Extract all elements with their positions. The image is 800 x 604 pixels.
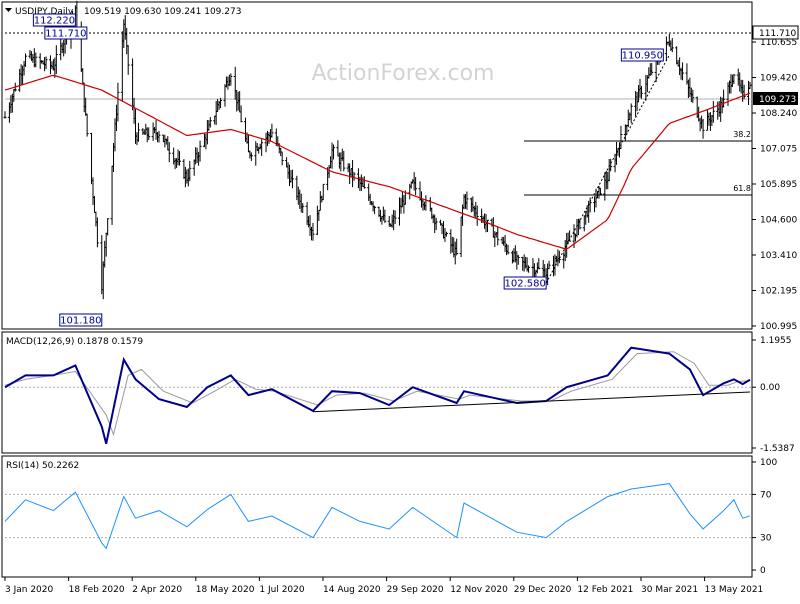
price-y-tick-label: 102.195	[760, 287, 797, 297]
x-axis-label: 2 Apr 2020	[132, 585, 182, 595]
macd-panel-frame	[1, 331, 753, 454]
resistance-label-box	[752, 25, 799, 40]
resistance-label: 111.710	[759, 29, 796, 39]
x-axis-label: 12 Nov 2020	[450, 585, 508, 595]
rally-trend-line	[545, 54, 670, 284]
price-y-tick-label: 108.240	[760, 109, 797, 119]
macd-main-line	[4, 346, 751, 444]
x-axis-label: 18 May 2020	[196, 585, 255, 595]
rsi-layer	[4, 483, 751, 550]
x-axis-label: 12 Feb 2021	[577, 585, 633, 595]
macd-y-tick-label: -1.5387	[760, 444, 795, 454]
rsi-line	[4, 483, 751, 550]
price-annotation-box	[44, 26, 88, 40]
price-y-tick-label: 109.420	[760, 74, 797, 84]
fib-label: 38.2	[733, 130, 751, 139]
price-annotation-label: 111.710	[45, 29, 86, 40]
macd-y-tick-label: 0.00	[760, 383, 780, 393]
x-axis-label: 3 Jan 2020	[5, 585, 53, 595]
rsi-title: RSI(14) 50.2262	[6, 461, 79, 471]
rsi-y-tick-label: 100	[760, 458, 777, 468]
macd-trend-line	[312, 391, 751, 413]
ohlc-readout: 109.519 109.630 109.241 109.273	[84, 7, 241, 17]
price-annotation-label: 112.220	[34, 16, 75, 27]
price-annotation-label: 102.580	[504, 279, 545, 290]
x-axis-label: 29 Dec 2020	[514, 585, 572, 595]
price-y-tick-label: 103.410	[760, 251, 797, 261]
current-price-label: 109.273	[759, 95, 796, 105]
price-annotation-box	[59, 313, 103, 327]
price-annotation-box	[620, 48, 664, 62]
price-y-tick-label: 104.600	[760, 216, 797, 226]
symbol-menu-icon[interactable]	[5, 8, 12, 12]
macd-y-tick-label: 1.1955	[760, 336, 792, 346]
x-axis-label: 14 Aug 2020	[323, 585, 381, 595]
price-y-tick-label: 107.075	[760, 145, 797, 155]
rsi-y-tick-label: 0	[760, 566, 766, 576]
x-axis-label: 29 Sep 2020	[387, 585, 444, 595]
price-annotation-label: 101.180	[60, 316, 101, 327]
price-y-tick-label: 105.895	[760, 180, 797, 190]
moving-average-line	[4, 75, 751, 250]
price-y-tick-label: 110.655	[760, 38, 797, 48]
rsi-panel-frame	[1, 455, 753, 578]
price-annotation-box	[32, 13, 76, 27]
x-axis-label: 1 Jul 2020	[259, 585, 304, 595]
rsi-y-tick-label: 70	[760, 490, 772, 500]
price-panel-frame	[1, 1, 753, 330]
macd-layer	[4, 346, 751, 444]
macd-title: MACD(12,26,9) 0.1878 0.1579	[6, 337, 143, 347]
current-price-box	[753, 92, 798, 105]
rsi-y-tick-label: 30	[760, 534, 772, 544]
watermark-text: ActionForex.com	[312, 61, 495, 86]
fib-label: 61.8	[733, 184, 751, 193]
x-axis-label: 30 Mar 2021	[641, 585, 698, 595]
x-axis-label: 18 Feb 2020	[69, 585, 125, 595]
axis-layer: 3 Jan 2020 18 Feb 2020 2 Apr 2020 18 May 20…	[4, 25, 799, 595]
price-y-tick-label: 100.995	[760, 322, 797, 332]
grid-layer: 38.2 61.8	[5, 32, 752, 539]
symbol-title: USDJPY,Daily	[15, 7, 74, 17]
macd-signal-line	[4, 351, 751, 437]
price-annotation-label: 110.950	[622, 51, 663, 62]
price-layer: 112.220 111.710 101.180 102.580 110.950	[3, 0, 752, 327]
x-axis-label: 13 May 2021	[705, 585, 764, 595]
